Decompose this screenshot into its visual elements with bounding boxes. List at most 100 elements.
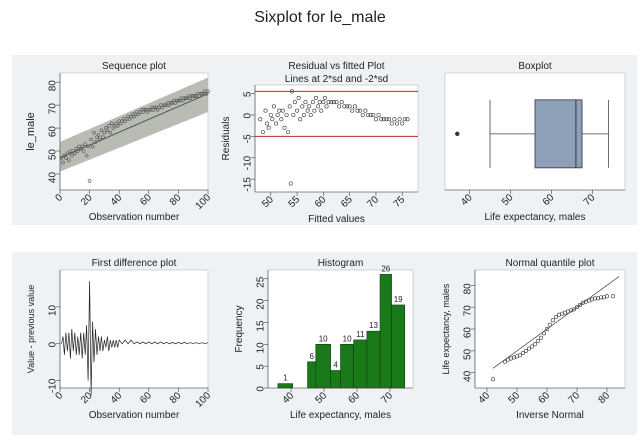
plot-area-residual bbox=[254, 84, 419, 193]
data-point bbox=[339, 100, 344, 105]
data-point bbox=[87, 179, 92, 183]
histogram-bar bbox=[330, 370, 341, 389]
quantile-point bbox=[529, 344, 534, 349]
data-point bbox=[288, 181, 293, 186]
panel-normal_quantile: Normal quantile plot 40 50 60 70 80 Inverse No… bbox=[432, 252, 637, 435]
data-point bbox=[305, 108, 310, 113]
data-point bbox=[366, 112, 371, 117]
x-axis-label: Observation number bbox=[89, 212, 180, 223]
y-tick-label: 40 bbox=[463, 370, 474, 382]
data-point bbox=[258, 117, 263, 122]
data-point bbox=[279, 117, 284, 122]
y-tick-label: 80 bbox=[48, 80, 59, 92]
main-title: Sixplot for le_male bbox=[254, 9, 386, 26]
data-point bbox=[268, 112, 273, 117]
data-point bbox=[360, 112, 365, 117]
y-tick-label: 0 bbox=[256, 386, 267, 392]
bar-count-label: 1 bbox=[283, 374, 288, 383]
data-point bbox=[265, 121, 270, 126]
data-point bbox=[337, 104, 342, 109]
x-axis-label: Observation number bbox=[89, 410, 180, 421]
quantile-point bbox=[571, 307, 576, 312]
bar-count-label: 10 bbox=[343, 334, 352, 343]
histogram-bar bbox=[277, 383, 294, 389]
data-point bbox=[169, 101, 173, 105]
data-point bbox=[200, 91, 204, 96]
bar-count-label: 13 bbox=[369, 321, 378, 330]
x-axis-label: Life expectancy, males bbox=[485, 212, 586, 223]
data-point bbox=[284, 112, 289, 117]
y-tick-label: 70 bbox=[48, 103, 59, 115]
data-point bbox=[324, 104, 329, 109]
data-point bbox=[331, 100, 336, 105]
quantile-point bbox=[541, 331, 546, 336]
data-point bbox=[363, 108, 368, 113]
quantile-point bbox=[598, 295, 603, 300]
plot-title: Normal quantile plot bbox=[506, 258, 595, 269]
data-point bbox=[321, 100, 326, 105]
quantile-point bbox=[544, 326, 549, 331]
histogram-bar bbox=[366, 330, 381, 389]
y-tick-label: 40 bbox=[48, 172, 59, 184]
data-point bbox=[110, 121, 114, 126]
data-point bbox=[280, 108, 285, 113]
data-point bbox=[83, 142, 87, 146]
data-point bbox=[102, 130, 107, 135]
y-tick-label: 50 bbox=[463, 348, 474, 360]
y-axis-label: le_male bbox=[25, 112, 37, 151]
data-point bbox=[67, 158, 71, 162]
quantile-point bbox=[604, 294, 609, 299]
data-point bbox=[93, 140, 98, 144]
y-tick-label: 10 bbox=[48, 304, 59, 316]
bar-count-label: 26 bbox=[381, 264, 390, 273]
data-point bbox=[75, 149, 80, 153]
data-point bbox=[376, 112, 381, 117]
data-point bbox=[152, 105, 157, 110]
bar-count-label: 10 bbox=[319, 334, 328, 343]
data-point bbox=[64, 156, 68, 160]
y-tick-label: 10 bbox=[256, 342, 267, 354]
outlier-point bbox=[455, 131, 460, 137]
quantile-point bbox=[535, 339, 540, 344]
data-point bbox=[282, 125, 287, 130]
x-axis-label: Inverse Normal bbox=[516, 410, 584, 421]
quantile-point bbox=[517, 353, 522, 358]
y-tick-label: 0 bbox=[48, 341, 59, 347]
data-point bbox=[389, 121, 394, 126]
bar-count-label: 11 bbox=[356, 330, 365, 339]
y-tick-label: -10 bbox=[48, 378, 59, 393]
data-point bbox=[296, 95, 301, 100]
data-point bbox=[301, 112, 306, 117]
data-point bbox=[61, 160, 65, 165]
x-axis-label: Life expectancy, males bbox=[290, 410, 391, 421]
data-point bbox=[405, 117, 410, 122]
quantile-point bbox=[532, 342, 537, 347]
y-tick-label: 80 bbox=[463, 283, 474, 295]
y-tick-label: -15 bbox=[243, 177, 254, 192]
data-point bbox=[292, 100, 297, 105]
quantile-point bbox=[574, 305, 579, 310]
data-point bbox=[310, 100, 315, 105]
histogram-bar bbox=[340, 343, 354, 389]
quantile-point bbox=[526, 346, 531, 351]
plot-title: Histogram bbox=[318, 258, 364, 269]
data-point bbox=[394, 121, 399, 126]
data-point bbox=[347, 104, 352, 109]
data-point bbox=[184, 96, 188, 101]
data-point bbox=[298, 117, 303, 122]
bar-count-label: 6 bbox=[309, 352, 314, 361]
data-point bbox=[402, 117, 407, 122]
y-tick-label: 70 bbox=[463, 305, 474, 317]
histogram-bar bbox=[315, 343, 331, 389]
plot-subtitle: Lines at 2*sd and -2*sd bbox=[285, 74, 388, 85]
quantile-point bbox=[490, 377, 495, 382]
data-point bbox=[345, 104, 350, 109]
data-point bbox=[86, 144, 90, 149]
data-point bbox=[108, 130, 113, 135]
data-point bbox=[312, 108, 317, 113]
